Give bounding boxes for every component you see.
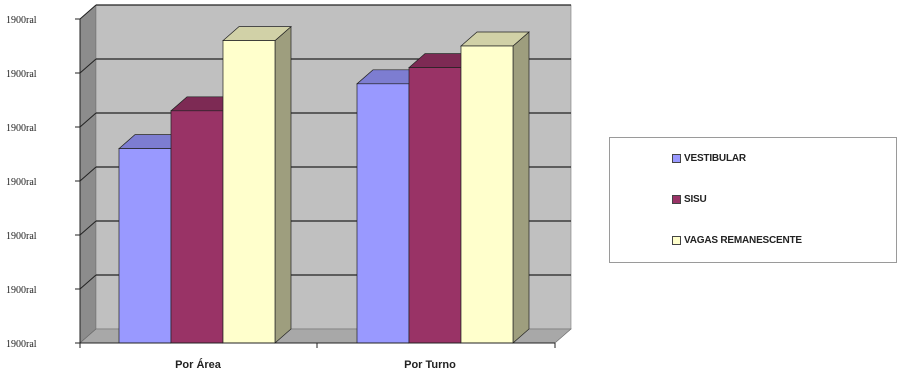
x-category-labels: Por Área Por Turno [175, 358, 456, 371]
legend-label-vestibular: VESTIBULAR [684, 153, 746, 164]
x-category-label: Por Turno [404, 359, 456, 371]
gridline-side [79, 4, 97, 20]
bar-front [356, 83, 410, 344]
bar-front [170, 110, 224, 344]
bar-front [222, 40, 276, 344]
legend-item-vagas-remanescente: VAGAS REMANESCENTE [672, 235, 802, 246]
bar-front [118, 148, 172, 344]
x-category-label: Por Área [175, 358, 222, 371]
gridline-side [79, 220, 97, 236]
legend-item-vestibular: VESTIBULAR [672, 153, 746, 164]
y-tick-label: 1900ral [6, 123, 37, 134]
y-tick-label: 1900ral [6, 231, 37, 242]
y-tick-label: 1900ral [6, 15, 37, 26]
y-tick-label: 1900ral [6, 69, 37, 80]
gridline-side [79, 166, 97, 182]
y-tick-labels: 1900ral 1900ral 1900ral 1900ral 1900ral 1900r… [6, 15, 37, 350]
gridline-side [79, 274, 97, 290]
gridline-side [79, 58, 97, 74]
y-tick-label: 1900ral [6, 285, 37, 296]
bar-side [512, 31, 530, 344]
legend-item-sisu: SISU [672, 194, 707, 205]
bar-side [274, 25, 292, 344]
legend: VESTIBULAR SISU VAGAS REMANESCENTE [609, 137, 897, 263]
bar-front [460, 45, 514, 344]
axes [75, 18, 556, 348]
legend-swatch-vestibular [672, 154, 681, 163]
legend-label-sisu: SISU [684, 194, 707, 205]
y-tick-label: 1900ral [6, 177, 37, 188]
bar-front [408, 67, 462, 344]
legend-swatch-sisu [672, 195, 681, 204]
legend-swatch-vagas-remanescente [672, 236, 681, 245]
gridline-side [79, 112, 97, 128]
y-tick-label: 1900ral [6, 339, 37, 350]
bars [118, 25, 530, 344]
bar-vagas-remanescente-2 [460, 31, 530, 344]
legend-label-vagas-remanescente: VAGAS REMANESCENTE [684, 235, 802, 246]
bar-vagas-remanescente-1 [222, 25, 292, 344]
